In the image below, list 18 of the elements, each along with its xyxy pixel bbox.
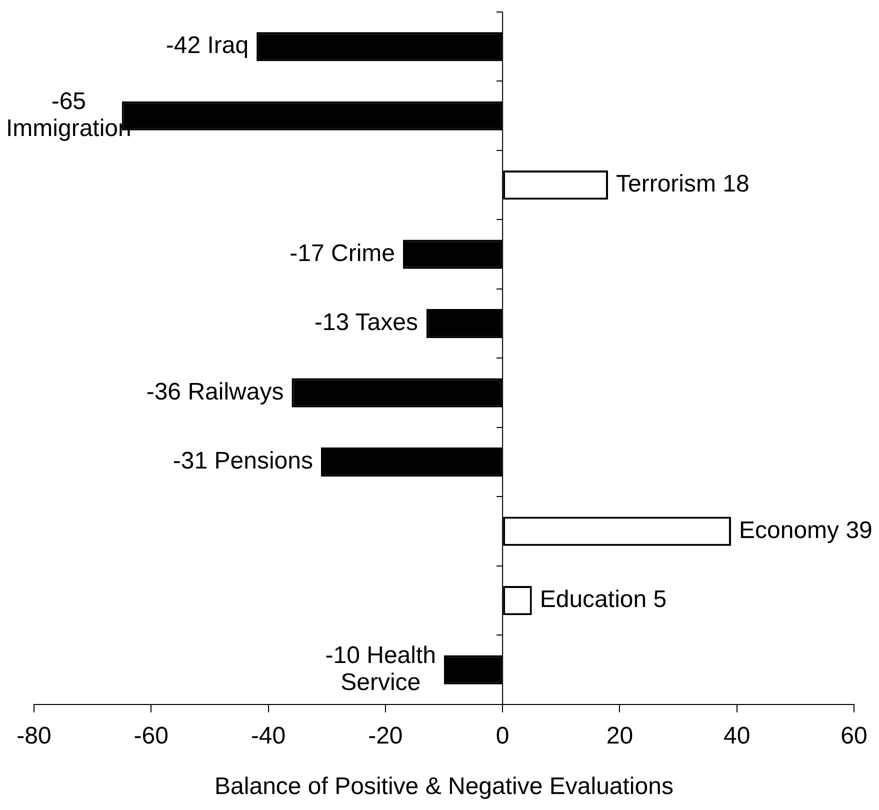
x-tick-label: 0 bbox=[496, 722, 510, 750]
y-tick-label: -36 Railways bbox=[146, 378, 284, 406]
y-tick-label: -42 Iraq bbox=[166, 32, 249, 60]
x-tick-label: 20 bbox=[606, 722, 634, 750]
y-tick-label: -13 Taxes bbox=[314, 309, 418, 336]
y-tick-label: Education 5 bbox=[540, 586, 667, 614]
y-tick-label: -10 Health Service bbox=[325, 642, 436, 696]
y-tick-label: Terrorism 18 bbox=[616, 170, 750, 198]
x-tick-label: -80 bbox=[16, 722, 52, 750]
y-tick-label: -31 Pensions bbox=[172, 448, 314, 475]
x-tick-label: -60 bbox=[134, 722, 168, 750]
x-tick-label: -40 bbox=[250, 722, 286, 750]
x-axis-title: Balance of Positive & Negative Evaluations bbox=[214, 773, 674, 800]
y-tick-label: -17 Crime bbox=[290, 240, 396, 267]
y-tick-label: Economy 39 bbox=[739, 516, 872, 544]
x-tick-label: 60 bbox=[840, 722, 868, 750]
x-tick-label: -20 bbox=[368, 722, 403, 750]
x-tick-label: 40 bbox=[724, 722, 750, 750]
